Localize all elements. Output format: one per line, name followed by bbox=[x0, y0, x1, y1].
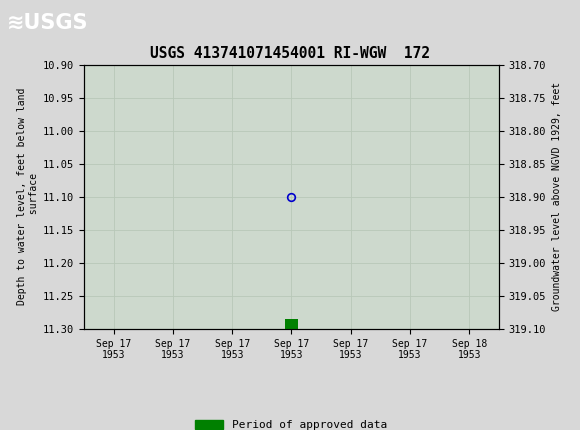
Text: ≋USGS: ≋USGS bbox=[7, 12, 89, 33]
Y-axis label: Depth to water level, feet below land
 surface: Depth to water level, feet below land su… bbox=[17, 88, 39, 305]
Y-axis label: Groundwater level above NGVD 1929, feet: Groundwater level above NGVD 1929, feet bbox=[552, 82, 561, 311]
Legend: Period of approved data: Period of approved data bbox=[191, 415, 392, 430]
Text: USGS 413741071454001 RI-WGW  172: USGS 413741071454001 RI-WGW 172 bbox=[150, 46, 430, 61]
Bar bbox=[285, 319, 298, 331]
